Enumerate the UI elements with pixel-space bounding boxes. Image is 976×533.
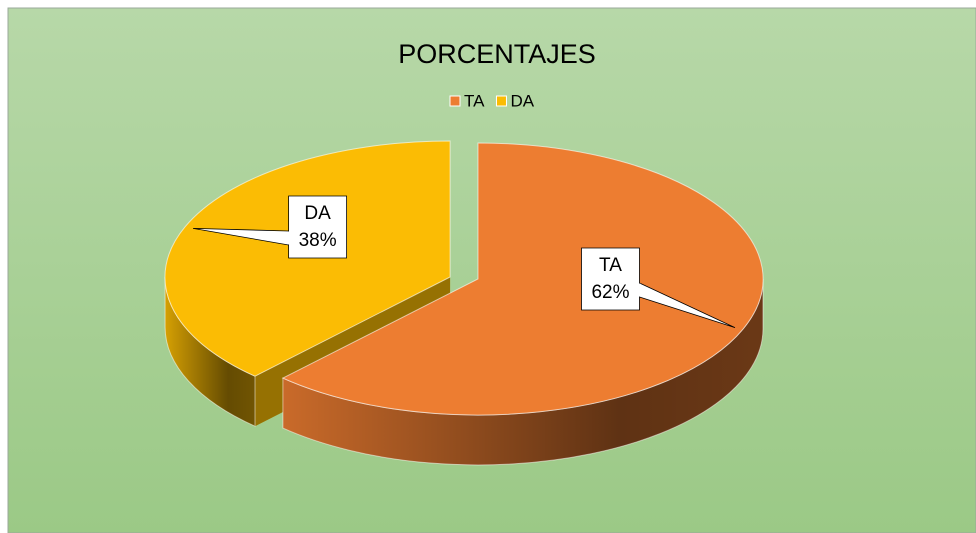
legend: TA DA: [449, 91, 535, 110]
data-label-category: TA: [599, 255, 622, 276]
legend-label: DA: [510, 91, 534, 110]
legend-label: TA: [464, 91, 485, 110]
data-label-value: 38%: [299, 230, 337, 251]
slice: [164, 140, 451, 377]
callout-box: [581, 247, 736, 328]
data-labels: DA 38% TA 62%: [193, 195, 736, 328]
legend-swatch: [449, 95, 461, 107]
data-label-value: 62%: [591, 282, 629, 303]
legend-swatch: [495, 95, 507, 107]
slice: [281, 142, 764, 416]
pie: [164, 140, 764, 466]
data-label-category: DA: [304, 203, 331, 224]
chart-title: PORCENTAJES: [398, 39, 596, 69]
